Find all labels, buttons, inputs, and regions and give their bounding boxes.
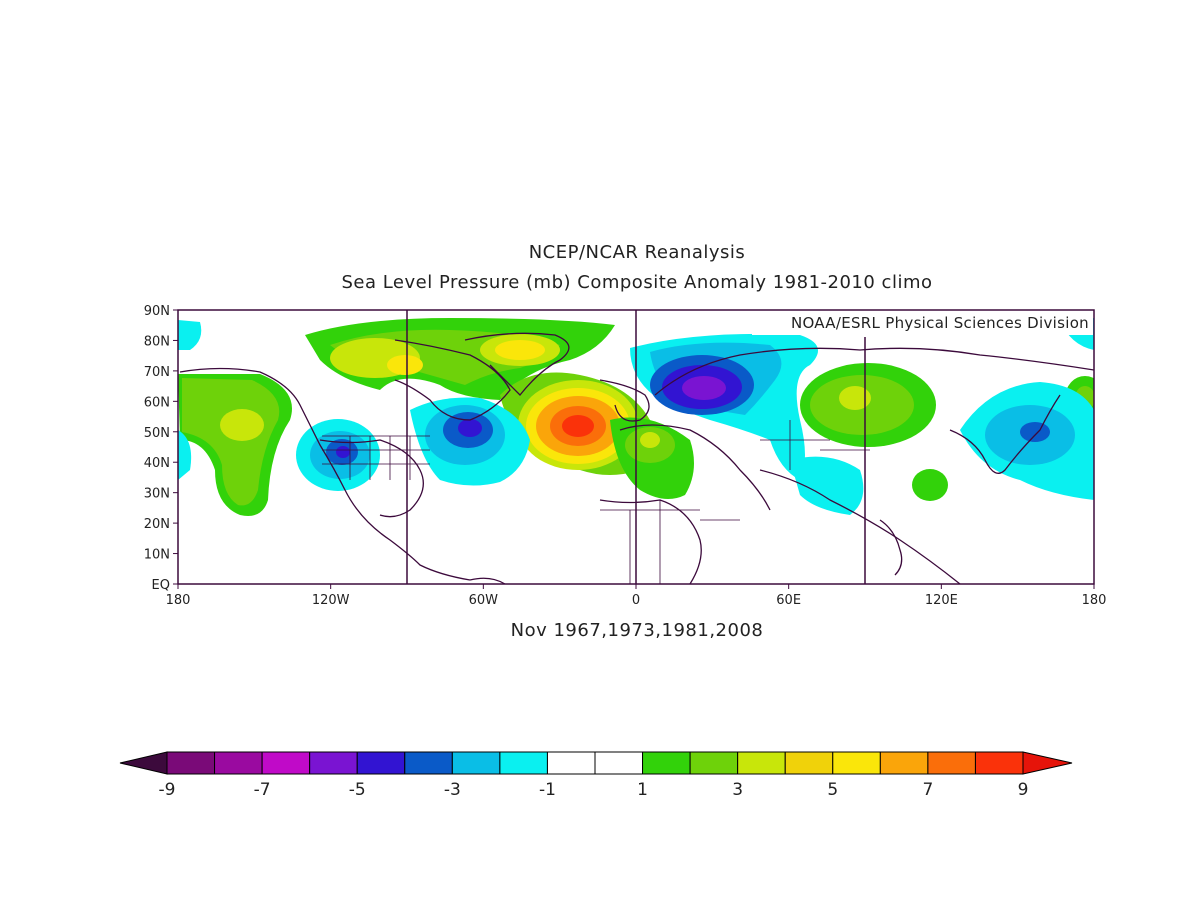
colorbar-swatch xyxy=(927,751,976,775)
map-subtitle: Sea Level Pressure (mb) Composite Anomal… xyxy=(341,272,933,293)
lat-tick-label: 90N xyxy=(144,304,170,319)
colorbar-swatch xyxy=(309,751,358,775)
lat-tick-label: 50N xyxy=(144,426,170,441)
political-borders xyxy=(322,420,870,584)
positive-anomaly-pacific xyxy=(178,320,292,516)
colorbar-tick-label: -3 xyxy=(444,780,461,800)
lat-tick-label: 70N xyxy=(144,365,170,380)
colorbar-tick-label: 3 xyxy=(732,780,743,800)
colorbar-high-arrow xyxy=(1022,751,1073,775)
colorbar-tick-label: 9 xyxy=(1018,780,1029,800)
colorbar-swatch xyxy=(689,751,739,775)
negative-anomaly-scandinavia xyxy=(630,333,818,480)
lat-tick-label: 40N xyxy=(144,456,170,471)
colorbar-low-arrow xyxy=(119,751,168,775)
colorbar-swatch xyxy=(737,751,786,775)
colorbar-swatch xyxy=(974,751,1024,775)
positive-anomaly-siberia xyxy=(800,363,1094,501)
lon-tick-label: 60W xyxy=(469,593,499,608)
lon-tick-label: 180 xyxy=(1082,593,1107,608)
colorbar-tick-label: -9 xyxy=(159,780,176,800)
lat-tick-label: 20N xyxy=(144,517,170,532)
colorbar: -9 -7 -5 -3 -1 1 3 5 7 9 xyxy=(119,751,1073,800)
colorbar-swatch xyxy=(784,751,834,775)
colorbar-swatch xyxy=(166,751,216,775)
colorbar-tick-label: 7 xyxy=(922,780,933,800)
colorbar-swatch xyxy=(546,751,596,775)
colorbar-swatch xyxy=(642,751,691,775)
negative-anomaly-western-us xyxy=(296,419,380,491)
colorbar-swatch xyxy=(879,751,929,775)
positive-anomaly-europe xyxy=(610,417,694,499)
colorbar-tick-label: -5 xyxy=(349,780,366,800)
colorbar-swatch xyxy=(499,751,548,775)
lat-tick-label: 10N xyxy=(144,548,170,563)
lon-tick-label: 0 xyxy=(632,593,640,608)
composite-dates: Nov 1967,1973,1981,2008 xyxy=(510,620,764,641)
lon-tick-label: 60E xyxy=(776,593,801,608)
credit-box xyxy=(752,311,1093,335)
colorbar-swatch xyxy=(261,751,311,775)
colorbar-swatch xyxy=(594,751,644,775)
coastlines xyxy=(179,332,1094,584)
colorbar-swatch xyxy=(214,751,263,775)
lat-tick-label: 60N xyxy=(144,395,170,410)
colorbar-swatch xyxy=(451,751,501,775)
colorbar-tick-label: -1 xyxy=(539,780,556,800)
colorbar-swatch xyxy=(832,751,881,775)
lon-tick-label: 120E xyxy=(925,593,958,608)
negative-anomaly-ne-canada xyxy=(410,397,530,486)
colorbar-tick-label: 5 xyxy=(827,780,838,800)
colorbar-tick-label: 1 xyxy=(637,780,648,800)
map-title: NCEP/NCAR Reanalysis xyxy=(528,242,746,263)
colorbar-swatch xyxy=(356,751,406,775)
lon-tick-label: 180 xyxy=(166,593,191,608)
anomaly-field xyxy=(178,318,1094,516)
lat-tick-label: EQ xyxy=(152,578,170,593)
negative-anomaly-central-asia xyxy=(790,456,864,515)
colorbar-swatch xyxy=(404,751,453,775)
lat-tick-label: 80N xyxy=(144,334,170,349)
colorbar-tick-label: -7 xyxy=(254,780,271,800)
negative-anomaly-nw-pacific xyxy=(960,318,1094,500)
positive-anomaly-arctic xyxy=(305,318,615,400)
reference-meridians xyxy=(406,310,866,584)
lat-tick-label: 30N xyxy=(144,487,170,502)
positive-anomaly-atlantic xyxy=(500,372,654,475)
credit-label: NOAA/ESRL Physical Sciences Division xyxy=(791,314,1089,332)
lon-tick-label: 120W xyxy=(312,593,350,608)
